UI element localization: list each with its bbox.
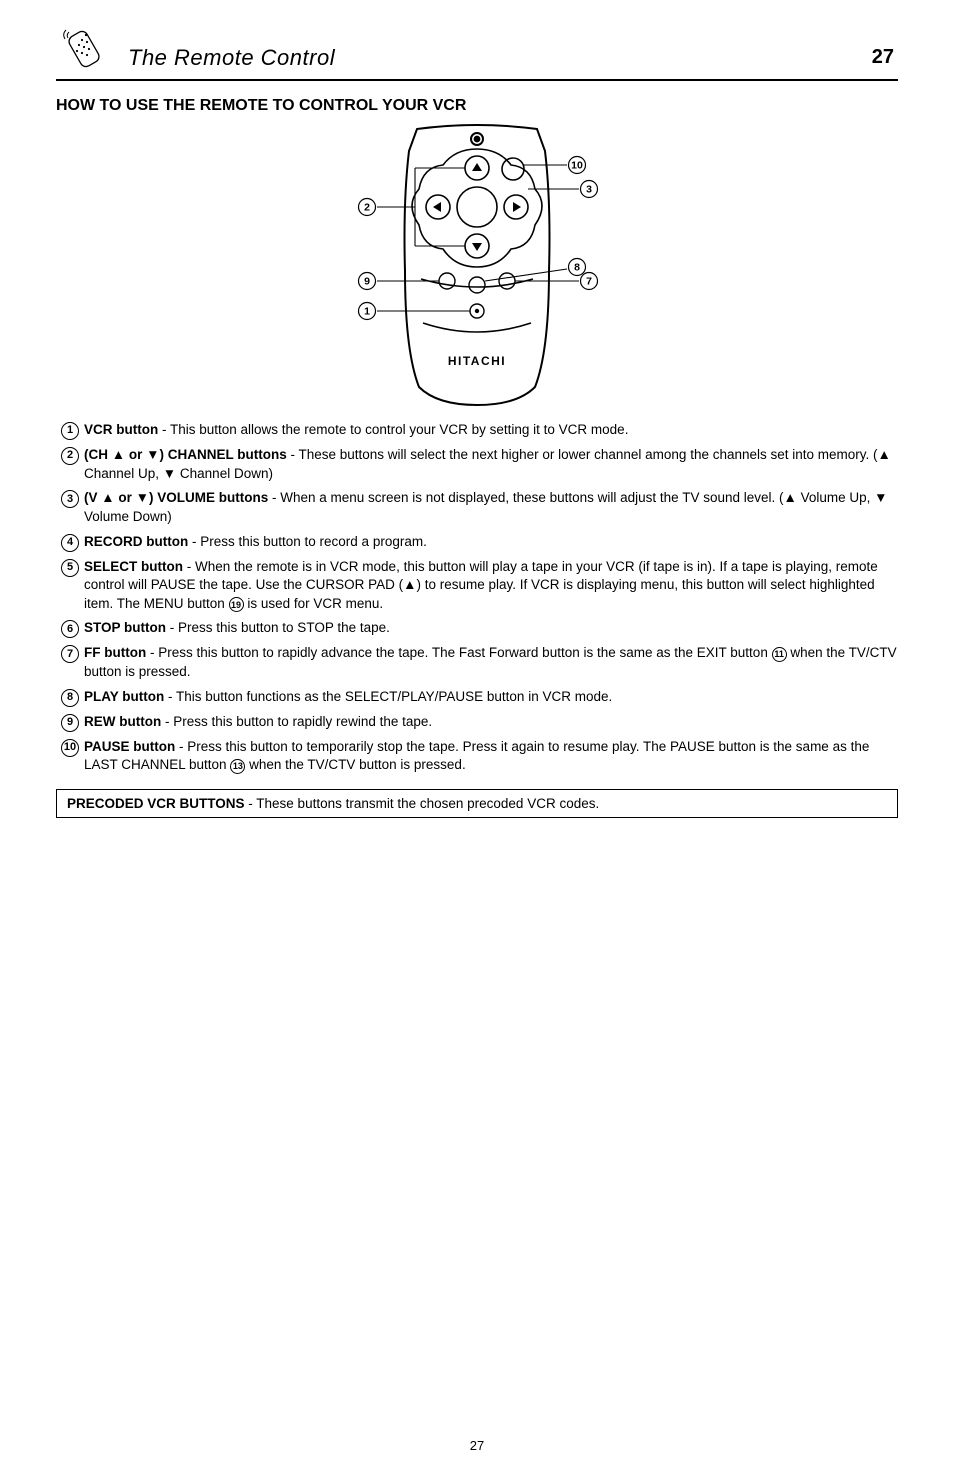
circled-number-icon: 6 (61, 620, 79, 638)
item-label: PLAY button (84, 689, 164, 704)
svg-text:HITACHI: HITACHI (448, 354, 506, 368)
item-label: RECORD button (84, 534, 188, 549)
remote-diagram: HITACHI 10 3 2 8 7 9 (56, 121, 898, 411)
item-label: (CH ▲ or ▼) CHANNEL buttons (84, 447, 287, 462)
svg-text:2: 2 (364, 202, 370, 214)
item-text: - Press this button to rapidly rewind th… (161, 714, 432, 729)
item-number: 7 (56, 644, 84, 663)
ref-circled-13-icon: 13 (230, 759, 245, 774)
list-item: 6 STOP button - Press this button to STOP… (56, 619, 898, 638)
page-header: The Remote Control 27 (56, 24, 898, 73)
item-description: VCR button - This button allows the remo… (84, 421, 898, 440)
item-text: - Press this button to record a program. (188, 534, 427, 549)
item-number: 5 (56, 558, 84, 577)
item-label: REW button (84, 714, 161, 729)
item-text: - Press this button to temporarily stop … (84, 739, 869, 773)
list-item: 9 REW button - Press this button to rapid… (56, 713, 898, 732)
item-description: FF button - Press this button to rapidly… (84, 644, 898, 681)
list-item: 3 (V ▲ or ▼) VOLUME buttons - When a menu… (56, 489, 898, 526)
ref-circled-11-icon: 11 (772, 647, 787, 662)
item-number: 8 (56, 688, 84, 707)
circled-number-icon: 9 (61, 714, 79, 732)
list-item: 10 PAUSE button - Press this button to te… (56, 738, 898, 775)
list-item: 5 SELECT button - When the remote is in V… (56, 558, 898, 614)
item-number: 1 (56, 421, 84, 440)
svg-text:9: 9 (364, 276, 370, 288)
item-description: STOP button - Press this button to STOP … (84, 619, 898, 638)
item-label: SELECT button (84, 559, 183, 574)
svg-text:8: 8 (574, 262, 580, 274)
svg-text:7: 7 (586, 276, 592, 288)
remote-logo-icon (56, 24, 112, 73)
list-item: 2 (CH ▲ or ▼) CHANNEL buttons - These but… (56, 446, 898, 483)
item-number: 9 (56, 713, 84, 732)
item-description: PAUSE button - Press this button to temp… (84, 738, 898, 775)
svg-text:3: 3 (586, 184, 592, 196)
page-number-top: 27 (860, 46, 898, 73)
page-title: The Remote Control (128, 45, 335, 70)
svg-text:1: 1 (364, 306, 370, 318)
circled-number-icon: 7 (61, 645, 79, 663)
circled-number-icon: 8 (61, 689, 79, 707)
circled-number-icon: 2 (61, 447, 79, 465)
section-title: HOW TO USE THE REMOTE TO CONTROL YOUR VC… (56, 97, 898, 115)
item-label: (V ▲ or ▼) VOLUME buttons (84, 490, 268, 505)
item-text: - Press this button to STOP the tape. (166, 620, 390, 635)
item-label: VCR button (84, 422, 158, 437)
item-description: SELECT button - When the remote is in VC… (84, 558, 898, 614)
circled-number-icon: 4 (61, 534, 79, 552)
item-description: PLAY button - This button functions as t… (84, 688, 898, 707)
list-item: 1 VCR button - This button allows the rem… (56, 421, 898, 440)
item-text: - This button allows the remote to contr… (158, 422, 628, 437)
item-description: (V ▲ or ▼) VOLUME buttons - When a menu … (84, 489, 898, 526)
item-number: 4 (56, 533, 84, 552)
item-text: - This button functions as the SELECT/PL… (164, 689, 612, 704)
item-description: RECORD button - Press this button to rec… (84, 533, 898, 552)
ref-circled-19-icon: 19 (229, 597, 244, 612)
circled-number-icon: 5 (61, 559, 79, 577)
list-item: 4 RECORD button - Press this button to re… (56, 533, 898, 552)
circled-number-icon: 10 (61, 739, 79, 757)
button-description-list: 1 VCR button - This button allows the rem… (56, 421, 898, 775)
item-number: 2 (56, 446, 84, 465)
circled-number-icon: 1 (61, 422, 79, 440)
item-number: 3 (56, 489, 84, 508)
item-number: 10 (56, 738, 84, 757)
item-text: - When the remote is in VCR mode, this b… (84, 559, 878, 611)
item-number: 6 (56, 619, 84, 638)
circled-number-icon: 3 (61, 490, 79, 508)
item-label: FF button (84, 645, 146, 660)
footer-page-number: 27 (56, 1438, 898, 1453)
precoded-title: PRECODED VCR BUTTONS (67, 796, 245, 811)
list-item: 7 FF button - Press this button to rapidl… (56, 644, 898, 681)
svg-text:10: 10 (571, 160, 583, 172)
precoded-text: - These buttons transmit the chosen prec… (245, 796, 600, 811)
item-text: - Press this button to rapidly advance t… (84, 645, 897, 679)
item-label: STOP button (84, 620, 166, 635)
item-label: PAUSE button (84, 739, 175, 754)
item-description: REW button - Press this button to rapidl… (84, 713, 898, 732)
precoded-note-box: PRECODED VCR BUTTONS - These buttons tra… (56, 789, 898, 818)
header-divider (56, 79, 898, 81)
item-description: (CH ▲ or ▼) CHANNEL buttons - These butt… (84, 446, 898, 483)
list-item: 8 PLAY button - This button functions as … (56, 688, 898, 707)
